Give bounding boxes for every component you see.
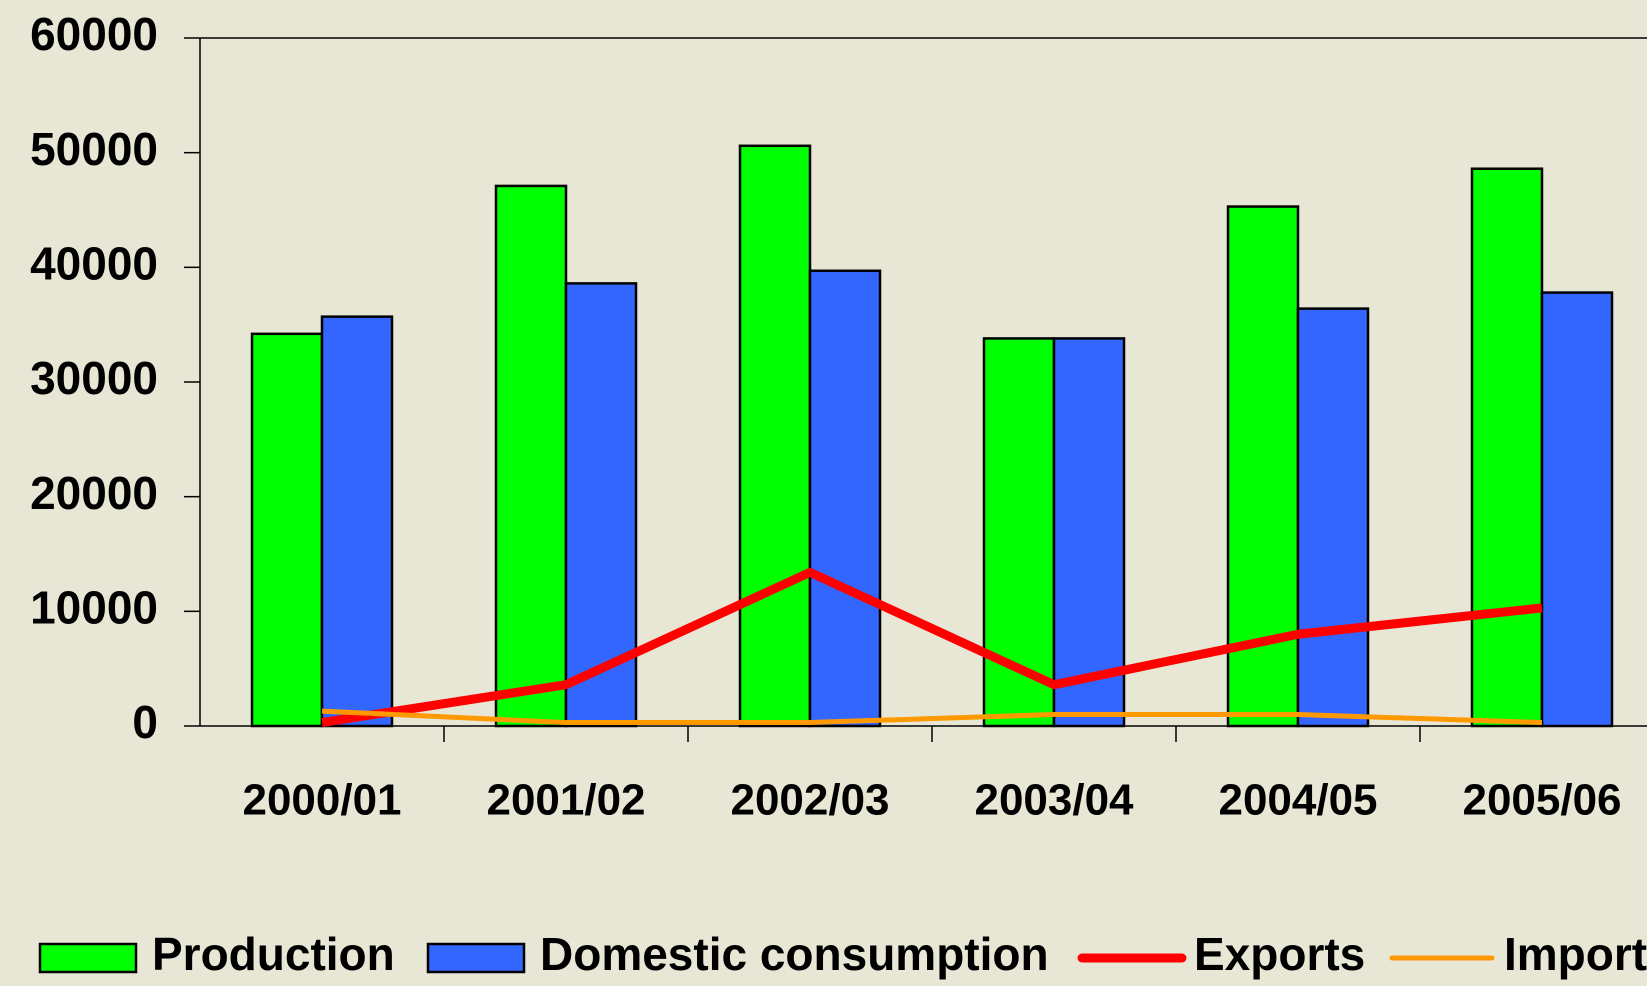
legend-label: Exports	[1194, 928, 1365, 980]
y-tick-label: 20000	[30, 467, 158, 519]
legend-swatch	[38, 942, 138, 974]
bar	[494, 184, 568, 728]
bar	[808, 269, 882, 728]
bar	[1470, 167, 1544, 728]
legend-label: Domestic consumption	[540, 928, 1049, 980]
bar	[1540, 291, 1614, 728]
bar	[738, 144, 812, 728]
x-tick-label: 2004/05	[1218, 776, 1377, 825]
y-tick-label: 60000	[30, 8, 158, 60]
x-tick-label: 2002/03	[730, 776, 889, 825]
y-tick-label: 10000	[30, 581, 158, 633]
bar	[564, 282, 638, 728]
legend-label: Imports	[1504, 928, 1647, 980]
legend-label: Production	[152, 928, 395, 980]
bar	[1296, 307, 1370, 728]
y-tick-label: 0	[132, 696, 158, 748]
line-series	[321, 708, 1543, 726]
line-series	[321, 567, 1543, 728]
x-tick-label: 2005/06	[1462, 776, 1621, 825]
y-tick-label: 50000	[30, 123, 158, 175]
x-tick-label: 2003/04	[974, 776, 1134, 825]
x-tick-label: 2000/01	[242, 776, 401, 825]
y-tick-label: 40000	[30, 237, 158, 289]
x-tick-label: 2001/02	[486, 776, 645, 825]
bar	[320, 315, 394, 728]
bar	[250, 332, 324, 728]
y-tick-label: 30000	[30, 352, 158, 404]
bar	[1052, 337, 1126, 728]
legend-swatch	[426, 942, 526, 974]
